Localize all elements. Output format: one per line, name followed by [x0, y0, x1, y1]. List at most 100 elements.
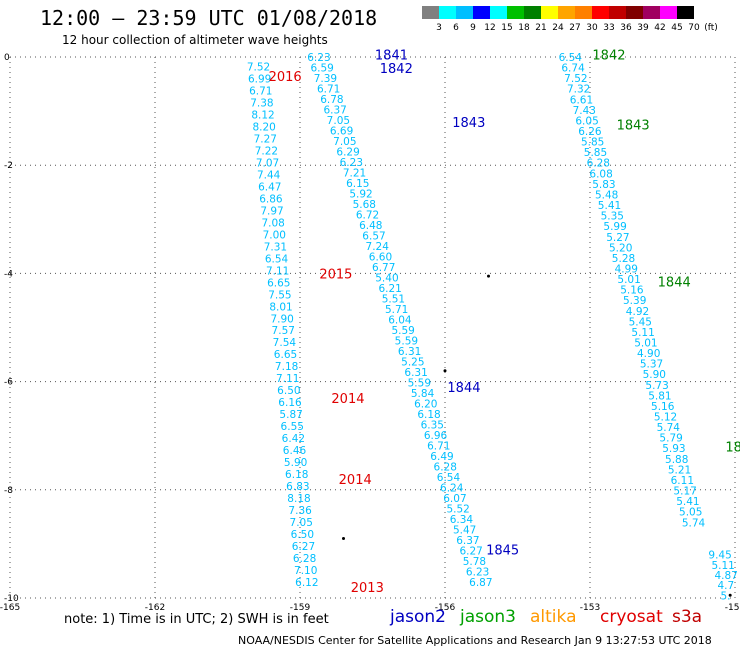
swh-value: 6.46: [283, 445, 307, 457]
legend-swatch: [490, 6, 507, 19]
swh-value: 7.90: [270, 313, 293, 325]
orbit-label: 1842: [380, 62, 413, 77]
swh-value: 6.34: [450, 514, 474, 526]
orbit-label: 1844: [658, 276, 691, 291]
swh-value: 5.27: [606, 232, 629, 244]
swh-value: 5.25: [401, 356, 424, 368]
swh-value: 7.05: [327, 115, 350, 127]
swh-value: 8.12: [251, 110, 274, 122]
swh-value: 6.18: [417, 409, 440, 421]
swh-value: 5.48: [595, 189, 618, 201]
orbit-label: 184: [725, 441, 740, 456]
swh-value: 8.20: [252, 122, 275, 134]
swh-value: 7.38: [250, 98, 273, 110]
swh-value: 6.54: [437, 472, 461, 484]
x-tick-label: -165: [0, 603, 20, 610]
swh-value: 5.78: [463, 556, 486, 568]
swh-value: 6.28: [293, 553, 316, 565]
swh-value: 6.74: [561, 63, 585, 75]
swh-value: 6.26: [578, 126, 602, 138]
orbit-label: 2016: [269, 70, 302, 85]
swh-value: 5.90: [643, 369, 666, 381]
swh-value: 5.47: [453, 524, 476, 536]
legend-label: 70: [688, 23, 700, 33]
swh-value: 7.54: [273, 337, 297, 349]
legend-swatch: [626, 6, 643, 19]
y-tick-label: -6: [4, 378, 13, 388]
legend-label: 3: [436, 23, 442, 33]
swh-value: 5.88: [665, 454, 688, 466]
swh-value: 7.00: [263, 229, 286, 241]
island-mark: [728, 593, 732, 597]
swh-value: 5.01: [617, 274, 640, 286]
swh-value: 6.37: [456, 535, 479, 547]
swh-value: 6.35: [421, 419, 444, 431]
swh-value: 6.28: [587, 158, 610, 170]
swh-value: 5.52: [446, 503, 469, 515]
swh-value: 5.85: [581, 137, 604, 149]
swh-value: 7.05: [290, 517, 313, 529]
swh-value: 7.32: [567, 84, 590, 96]
altimeter-chart: -165 -162 -159 -156 -153 -150 0 -2 -4 -6 -8 -10 7.52…: [0, 48, 740, 610]
swh-value: 5.74: [682, 517, 706, 529]
orbit-label: 1841: [375, 48, 408, 63]
swh-value: 6.27: [292, 541, 315, 553]
y-tick-label: -10: [4, 594, 19, 604]
swh-value: 6.83: [286, 481, 309, 493]
swh-value: 5.16: [620, 285, 644, 297]
swh-value: 6.48: [359, 220, 382, 232]
x-tick-label: -156: [435, 603, 456, 610]
swh-value: 5.84: [411, 388, 435, 400]
x-tick-label: -162: [145, 603, 165, 610]
swh-value: 5.45: [629, 316, 652, 328]
swh-value: 6.12: [295, 577, 318, 589]
legend-label: 18: [518, 23, 530, 33]
swh-value: 6.60: [369, 251, 392, 263]
legend-label: 30: [586, 23, 598, 33]
swh-value: 5.40: [375, 272, 398, 284]
swh-value: 5.41: [676, 496, 699, 508]
swh-value: 6.78: [320, 94, 343, 106]
swh-value: 7.07: [256, 158, 279, 170]
legend-label: 15: [501, 23, 513, 33]
swh-value: 6.08: [589, 168, 612, 180]
legend-label: 6: [453, 23, 459, 33]
swh-value: 6.69: [330, 125, 353, 137]
orbit-label: 2015: [319, 267, 352, 282]
swh-value: 7.43: [573, 105, 596, 117]
y-tick-label: -4: [4, 269, 13, 279]
x-tick-label: -153: [580, 603, 600, 610]
swh-value: 6.50: [277, 385, 300, 397]
swh-value: 6.50: [291, 529, 314, 541]
legend-label: 39: [637, 23, 649, 33]
swh-value: 5.59: [408, 377, 431, 389]
legend-label: 33: [603, 23, 615, 33]
orbit-label: 2013: [351, 581, 384, 596]
swh-value: 6.42: [282, 433, 305, 445]
swh-value: 8.18: [287, 493, 310, 505]
swh-value: 6.31: [398, 346, 421, 358]
swh-value: 6.16: [278, 397, 302, 409]
swh-value: 5.39: [623, 295, 646, 307]
swh-value: 5.11: [631, 327, 654, 339]
swh-value: 5.41: [598, 200, 621, 212]
swh-value: 5.79: [659, 433, 682, 445]
swh-value: 9.45: [708, 550, 731, 562]
legend-swatch: [558, 6, 575, 19]
swh-value: 6.87: [469, 577, 492, 589]
island-mark: [487, 274, 490, 278]
swh-value: 7.55: [268, 289, 291, 301]
swh-value: 5.90: [284, 457, 307, 469]
swh-value: 7.11: [266, 265, 289, 277]
legend-swatch: [677, 6, 694, 19]
swh-value: 6.23: [466, 566, 489, 578]
legend-swatch: [541, 6, 558, 19]
swh-value: 7.52: [564, 73, 587, 85]
chart-title: 12:00 – 23:59 UTC 01/08/2018: [40, 6, 378, 30]
swh-value: 6.24: [440, 482, 464, 494]
legend-label: 21: [535, 23, 547, 33]
satellite-altika: altika: [530, 607, 577, 627]
swh-value: 5.59: [395, 335, 418, 347]
swh-value: 5.17: [673, 486, 696, 498]
swh-value: 5.20: [609, 242, 632, 254]
